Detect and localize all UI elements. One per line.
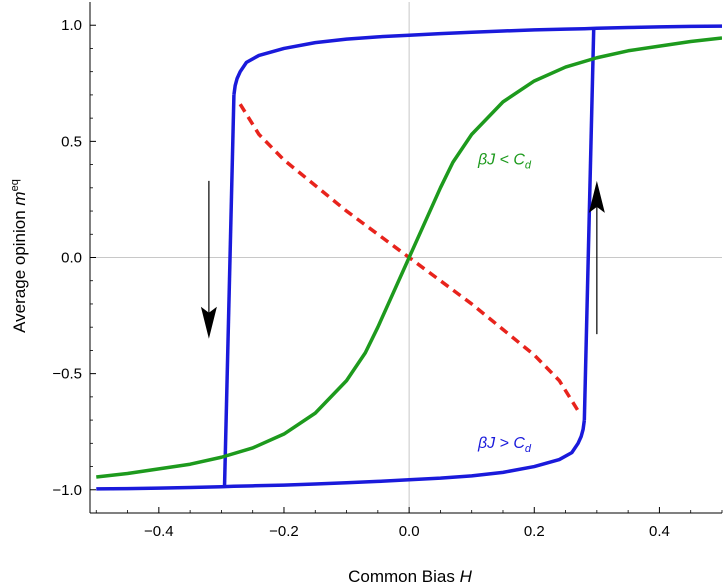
x-axis-title-var: H: [460, 567, 473, 586]
axes-lines: [90, 2, 722, 513]
tick-marks: [90, 24, 723, 513]
y-axis-title-text: Average opinion: [10, 206, 29, 333]
tick-labels: −0.4 −0.2 0.0 0.2 0.4 −1.0 −0.5 0.0 0.5 1.0: [52, 17, 669, 540]
y-tick-label: 0.5: [61, 133, 82, 150]
data-series: [96, 24, 722, 491]
y-axis-title-sup: eq: [9, 179, 21, 191]
stable-branch-line: [582, 28, 596, 421]
regime-label-var: C: [513, 435, 525, 452]
regime-label: βJ > Cd: [477, 435, 532, 455]
x-tick-label: 0.2: [524, 523, 545, 540]
regime-label-text: βJ <: [477, 152, 513, 169]
y-tick-label: −1.0: [52, 482, 82, 499]
y-tick-label: −0.5: [52, 366, 82, 383]
y-tick-label: 1.0: [61, 17, 82, 34]
regime-label-var: C: [513, 152, 525, 169]
y-axis-title-var: m: [10, 191, 29, 205]
x-tick-label: −0.2: [269, 523, 299, 540]
subcritical-curve-line: [96, 36, 722, 479]
arrow-down-head: [200, 306, 217, 339]
stable-branch-line: [222, 94, 236, 487]
y-tick-label: 0.0: [61, 250, 82, 267]
arrow-up-head: [588, 180, 605, 213]
regime-label-sub: d: [525, 443, 532, 455]
stable-branch-line: [96, 419, 587, 491]
x-tick-label: 0.0: [399, 523, 420, 540]
x-axis-title-text: Common Bias: [348, 567, 459, 586]
stable-branch-line: [232, 24, 722, 96]
regime-label: βJ < Cd: [477, 152, 532, 172]
x-axis-title: Common Bias H: [348, 567, 472, 586]
x-tick-label: −0.4: [144, 523, 174, 540]
regime-label-sub: d: [525, 160, 532, 172]
y-axis-title: Average opinion meq: [9, 179, 29, 333]
x-tick-label: 0.4: [649, 523, 670, 540]
direction-arrows: [200, 180, 605, 339]
regime-label-text: βJ >: [477, 435, 513, 452]
